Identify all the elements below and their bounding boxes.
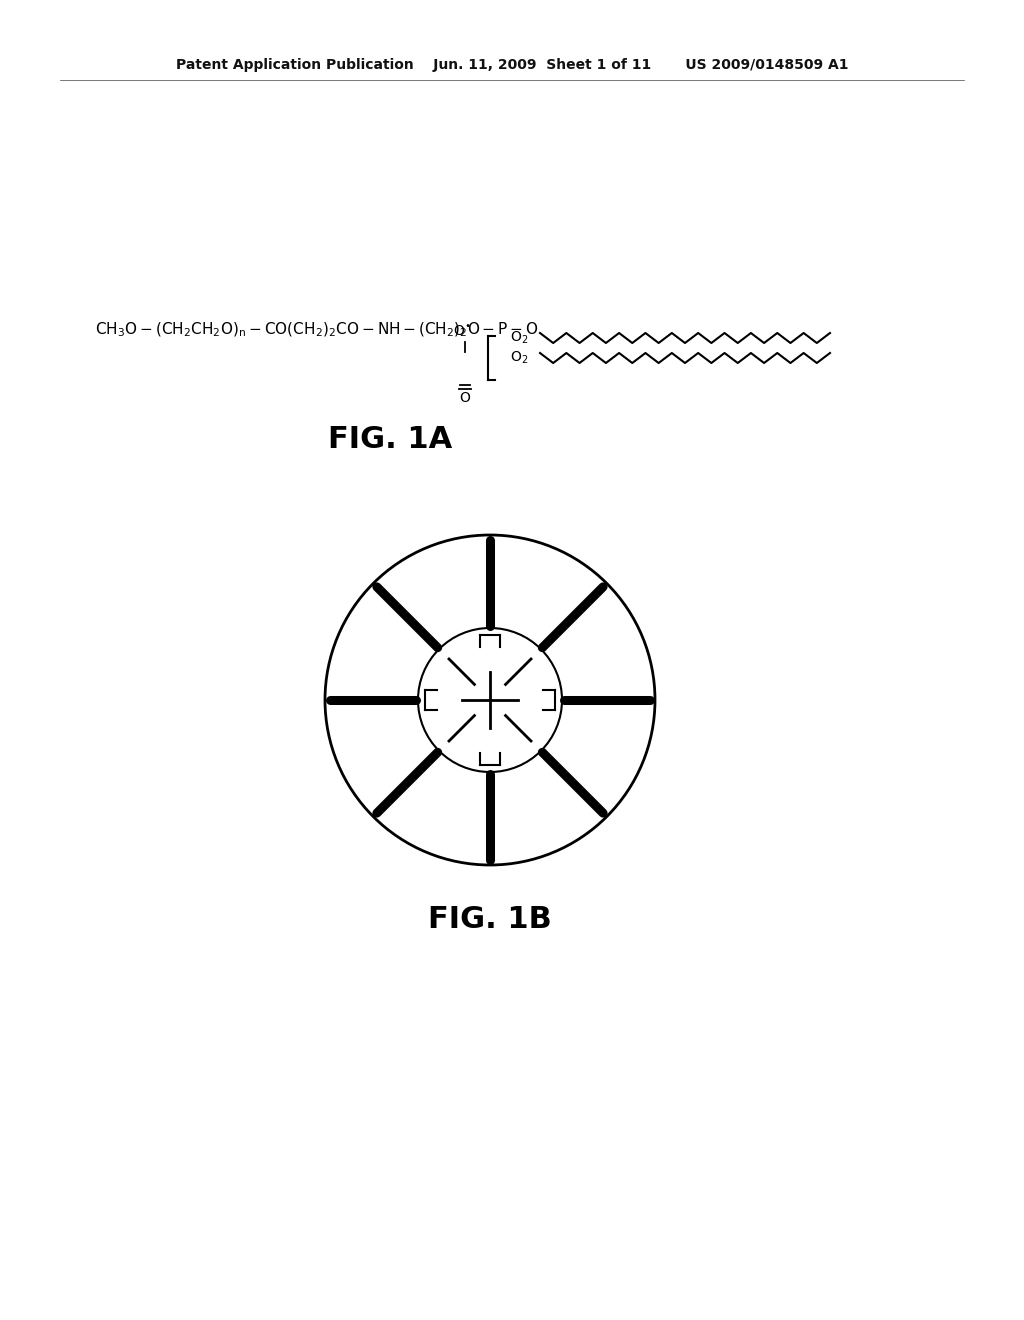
Text: $\mathsf{O^{\bullet}}$: $\mathsf{O^{\bullet}}$ bbox=[454, 325, 471, 339]
Text: FIG. 1A: FIG. 1A bbox=[328, 425, 453, 454]
Text: $\mathsf{O_2}$: $\mathsf{O_2}$ bbox=[510, 350, 528, 366]
Text: $\mathsf{O_2}$: $\mathsf{O_2}$ bbox=[510, 330, 528, 346]
Text: $\mathsf{O}$: $\mathsf{O}$ bbox=[459, 391, 471, 405]
Text: $\mathsf{CH_3O-(CH_2CH_2O)_n-CO(CH_2)_2CO-NH-(CH_2)_2O-P-O}$: $\mathsf{CH_3O-(CH_2CH_2O)_n-CO(CH_2)_2C… bbox=[95, 321, 539, 339]
Text: FIG. 1B: FIG. 1B bbox=[428, 906, 552, 935]
Text: Patent Application Publication    Jun. 11, 2009  Sheet 1 of 11       US 2009/014: Patent Application Publication Jun. 11, … bbox=[176, 58, 848, 73]
